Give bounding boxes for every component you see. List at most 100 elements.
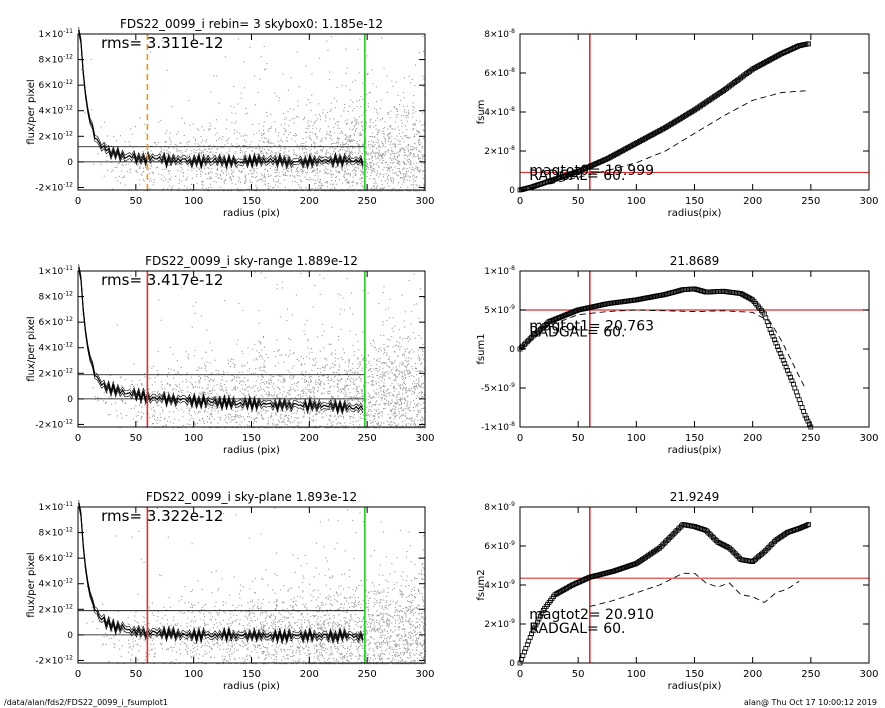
scatter-point (412, 109, 414, 111)
scatter-point (414, 176, 416, 178)
scatter-point (413, 387, 415, 389)
scatter-point (314, 133, 316, 135)
scatter-point (361, 144, 363, 146)
scatter-point (306, 173, 308, 175)
scatter-point (305, 148, 307, 150)
scatter-point (124, 184, 126, 186)
scatter-point (319, 115, 321, 117)
scatter-point (406, 370, 408, 372)
scatter-point (389, 423, 391, 425)
scatter-point (361, 170, 363, 172)
scatter-point (396, 159, 398, 161)
series-marker (793, 44, 799, 50)
scatter-point (247, 347, 249, 349)
scatter-point (198, 148, 200, 150)
scatter-point (372, 149, 374, 151)
scatter-point (231, 379, 233, 381)
scatter-point (167, 181, 169, 183)
scatter-point (122, 401, 124, 403)
scatter-point (385, 151, 387, 153)
scatter-point (378, 190, 380, 192)
scatter-point (329, 380, 331, 382)
scatter-point (384, 403, 386, 405)
scatter-point (334, 365, 336, 367)
scatter-point (383, 334, 385, 336)
scatter-point (291, 314, 293, 316)
scatter-point (352, 399, 354, 401)
scatter-point (121, 177, 123, 179)
scatter-point (405, 425, 407, 427)
scatter-point (154, 391, 156, 393)
scatter-point (106, 135, 108, 137)
scatter-point (329, 390, 331, 392)
scatter-point (218, 190, 220, 192)
scatter-point (315, 127, 317, 129)
scatter-point (282, 112, 284, 114)
scatter-point (403, 135, 405, 137)
scatter-point (281, 393, 283, 395)
scatter-point (414, 382, 416, 384)
scatter-point (277, 419, 279, 421)
scatter-point (405, 377, 407, 379)
scatter-point (318, 182, 320, 184)
scatter-point (389, 392, 391, 394)
scatter-point (320, 190, 322, 192)
scatter-point (112, 169, 114, 171)
scatter-point (185, 179, 187, 181)
scatter-point (296, 155, 298, 157)
scatter-point (352, 121, 354, 123)
scatter-point (278, 132, 280, 134)
scatter-point (267, 395, 269, 397)
scatter-point (421, 362, 423, 364)
scatter-point (135, 171, 137, 173)
scatter-point (372, 83, 374, 85)
scatter-point (383, 286, 385, 288)
scatter-point (383, 152, 385, 154)
scatter-point (186, 187, 188, 189)
scatter-point (359, 416, 361, 418)
scatter-point (189, 381, 191, 383)
scatter-point (272, 142, 274, 144)
scatter-point (423, 154, 425, 156)
scatter-point (203, 411, 205, 413)
scatter-point (254, 190, 256, 192)
y-tick-label: 1×10-11 (38, 28, 73, 40)
scatter-point (271, 190, 273, 192)
scatter-point (321, 156, 323, 158)
scatter-point (309, 163, 311, 165)
scatter-point (410, 82, 412, 84)
x-axis-label: radius (pix) (223, 208, 280, 219)
scatter-point (399, 404, 401, 406)
scatter-point (395, 376, 397, 378)
scatter-point (238, 417, 240, 419)
scatter-point (306, 155, 308, 157)
scatter-point (412, 149, 414, 151)
scatter-point (402, 168, 404, 170)
scatter-point (352, 421, 354, 423)
scatter-point (243, 61, 245, 63)
scatter-point (164, 388, 166, 390)
scatter-point (181, 168, 183, 170)
scatter-point (279, 389, 281, 391)
scatter-point (349, 139, 351, 141)
scatter-point (285, 354, 287, 356)
scatter-point (381, 394, 383, 396)
scatter-point (290, 388, 292, 390)
scatter-point (236, 427, 238, 429)
scatter-point (267, 190, 269, 192)
scatter-point (354, 79, 356, 81)
scatter-point (237, 38, 239, 40)
scatter-point (384, 404, 386, 406)
scatter-point (415, 184, 417, 186)
scatter-point (276, 172, 278, 174)
scatter-point (414, 362, 416, 364)
scatter-point (335, 183, 337, 185)
y-tick-label: 4×10-12 (38, 105, 73, 117)
scatter-point (248, 416, 250, 418)
scatter-point (375, 182, 377, 184)
scatter-point (116, 415, 118, 417)
scatter-point (256, 180, 258, 182)
series-marker (762, 60, 768, 65)
scatter-point (348, 181, 350, 183)
scatter-point (390, 140, 392, 142)
